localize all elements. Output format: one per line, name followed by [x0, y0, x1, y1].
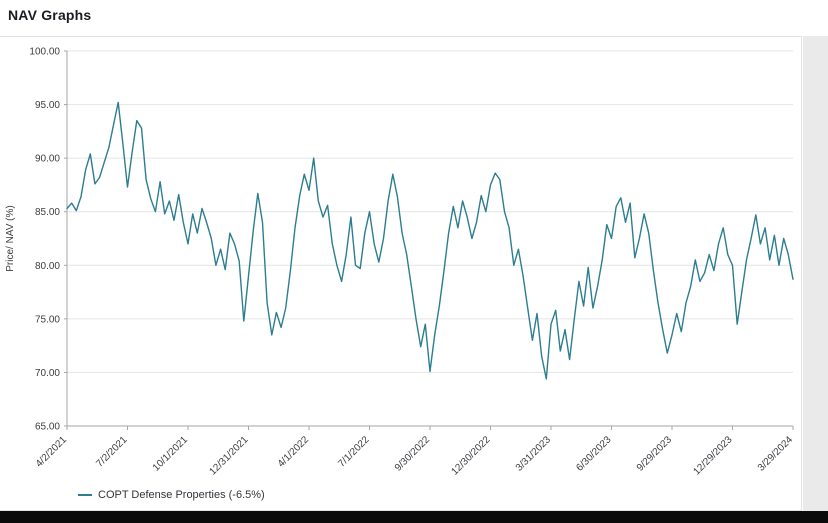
x-tick-label: 3/29/2024 [756, 434, 796, 474]
y-tick-label: 100.00 [29, 47, 60, 58]
x-tick-label: 7/1/2022 [336, 434, 372, 470]
right-gutter [803, 36, 828, 511]
x-tick-label: 4/2/2021 [34, 434, 70, 470]
bottom-taskbar-strip [0, 511, 828, 523]
chart-card: 65.00 70.00 75.00 80.00 85.00 90.00 95.00 100.0… [0, 36, 802, 511]
legend-series-label[interactable]: COPT Defense Properties (-6.5%) [98, 489, 265, 501]
y-tick-label: 70.00 [35, 368, 60, 379]
y-tick-label: 95.00 [35, 100, 60, 111]
x-tick-label: 9/29/2023 [635, 434, 675, 474]
x-tick-label: 7/2/2021 [94, 434, 130, 470]
x-tick-label: 12/30/2022 [449, 434, 492, 477]
y-axis-title: Price/ NAV (%) [5, 205, 16, 272]
y-tick-label: 65.00 [35, 422, 60, 433]
x-tick-label: 9/30/2022 [393, 434, 433, 474]
y-tick-label: 80.00 [35, 261, 60, 272]
nav-chart: 65.00 70.00 75.00 80.00 85.00 90.00 95.00 100.0… [5, 47, 796, 478]
x-tick-label: 12/31/2021 [207, 434, 250, 477]
y-tick-label: 90.00 [35, 154, 60, 165]
series-line [66, 101, 794, 380]
y-tick-label: 85.00 [35, 207, 60, 218]
legend-line-swatch [78, 494, 92, 496]
y-tick-label: 75.00 [35, 314, 60, 325]
x-tick-label: 10/1/2021 [151, 434, 191, 474]
x-tick-label: 4/1/2022 [276, 434, 312, 470]
page-title: NAV Graphs [8, 7, 92, 23]
x-tick-label: 3/31/2023 [514, 434, 554, 474]
x-tick-label: 12/29/2023 [691, 434, 734, 477]
chart-legend: COPT Defense Properties (-6.5%) [78, 485, 801, 505]
x-tick-label: 6/30/2023 [574, 434, 614, 474]
